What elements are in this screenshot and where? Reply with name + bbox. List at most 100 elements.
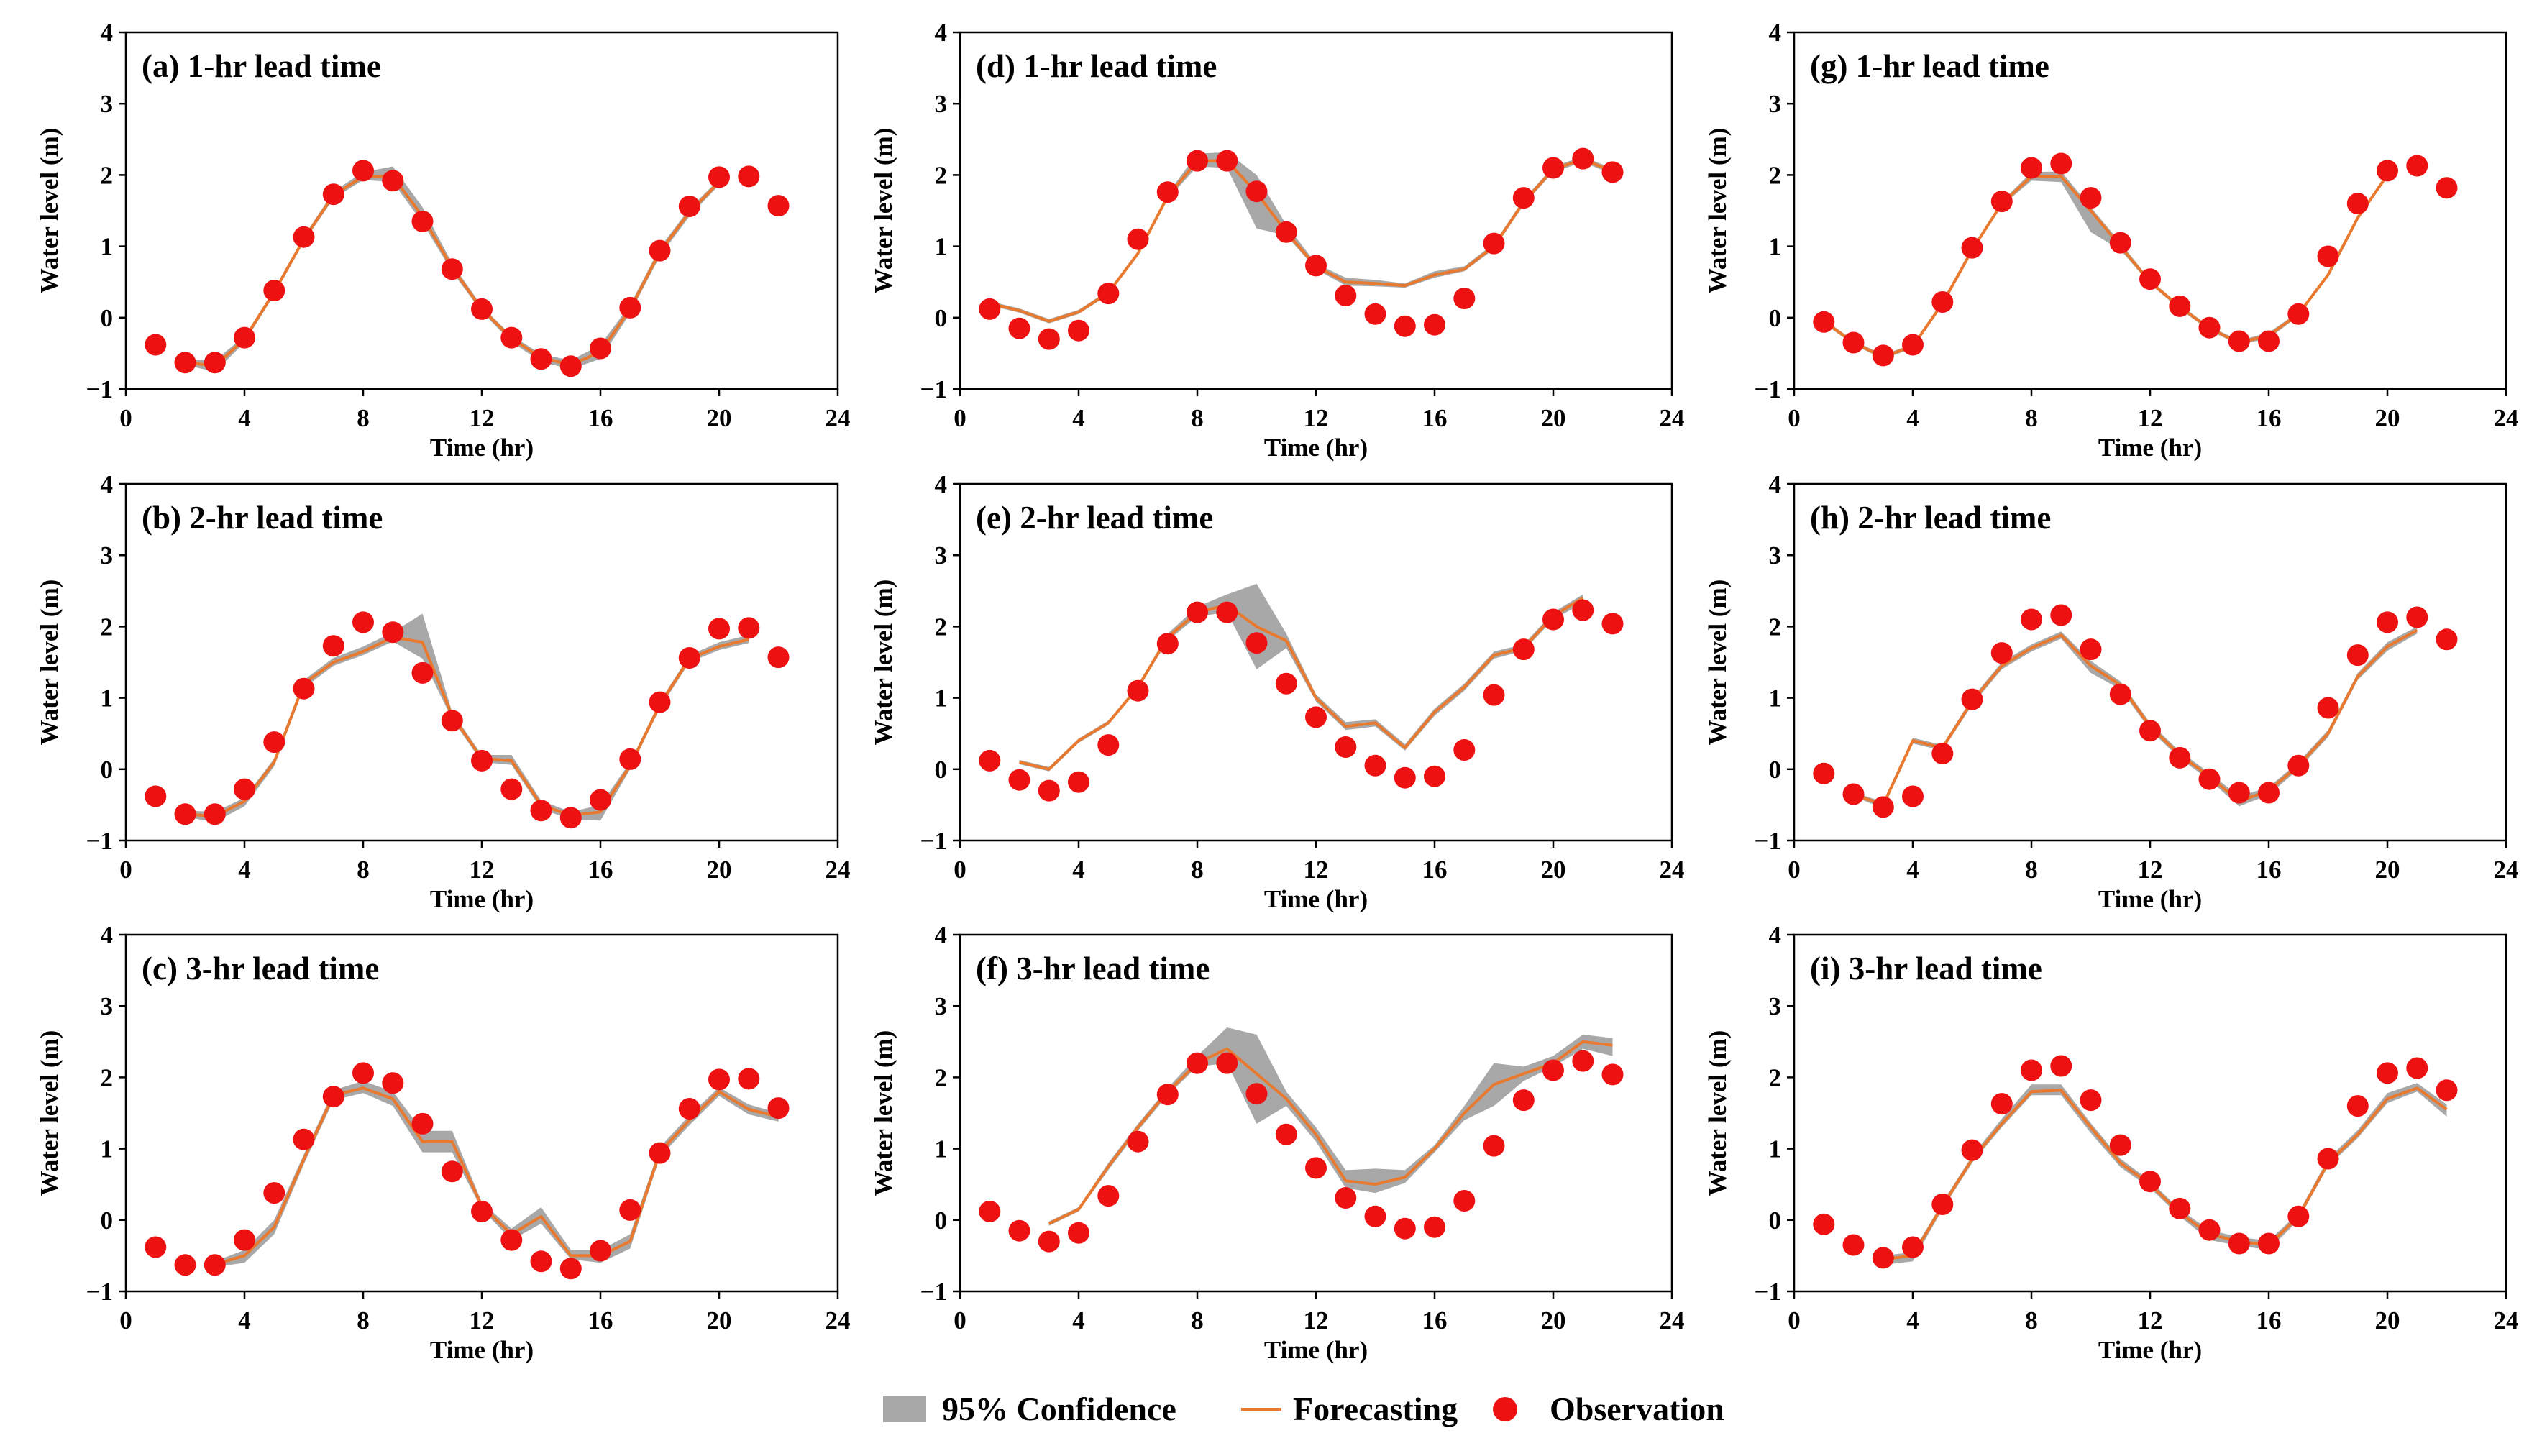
y-tick-label: 2 <box>1769 613 1782 641</box>
observation-point <box>530 348 552 370</box>
x-tick-label: 4 <box>1072 856 1085 884</box>
observation-point <box>2287 303 2310 325</box>
observation-point <box>2198 1219 2221 1241</box>
plot-frame <box>124 933 839 1293</box>
x-tick-label: 8 <box>2025 404 2038 432</box>
plot-frame <box>959 31 1673 390</box>
x-tick-label: 12 <box>1304 1306 1329 1334</box>
observation-point <box>1305 706 1327 728</box>
x-tick-label: 4 <box>1906 1306 1919 1334</box>
legend-confidence-swatch <box>883 1396 926 1422</box>
observation-point <box>2080 1089 2102 1112</box>
observation-point <box>293 677 315 700</box>
observation-point <box>500 1229 523 1251</box>
observation-point <box>2317 1148 2339 1170</box>
observation-point <box>293 1128 315 1150</box>
observation-point <box>2169 295 2191 317</box>
legend-observation-swatch <box>1493 1397 1517 1421</box>
y-tick-label: −1 <box>920 1278 947 1306</box>
x-axis-title: Time (hr) <box>430 1336 534 1364</box>
observation-point <box>1512 638 1535 661</box>
y-tick-label: 1 <box>101 233 114 261</box>
observation-point <box>1872 1247 1894 1269</box>
y-tick-label: 4 <box>1769 19 1782 47</box>
x-tick-label: 12 <box>470 404 495 432</box>
observation-point <box>1424 1216 1445 1238</box>
observation-point <box>590 789 611 811</box>
observation-point <box>204 803 226 825</box>
observation-point <box>1364 1205 1386 1227</box>
x-tick-label: 8 <box>1191 856 1204 884</box>
observation-point <box>1335 285 1357 306</box>
x-tick-label: 24 <box>1660 856 1685 884</box>
x-tick-label: 20 <box>2375 856 2400 884</box>
y-tick-label: 3 <box>101 90 114 118</box>
plot-frame <box>124 482 839 842</box>
x-tick-label: 8 <box>2025 856 2038 884</box>
y-tick-label: 2 <box>935 161 948 189</box>
observation-point <box>1245 1083 1268 1105</box>
observation-point <box>352 160 374 182</box>
observation-point <box>500 778 523 800</box>
observation-point <box>2228 330 2250 352</box>
observation-point <box>559 355 582 377</box>
observation-point <box>2050 1055 2072 1077</box>
observation-point <box>738 1068 760 1090</box>
observation-point <box>1453 288 1476 309</box>
observation-point <box>2377 1062 2398 1084</box>
observation-point <box>352 1062 374 1084</box>
x-tick-label: 8 <box>357 1306 370 1334</box>
observation-point <box>263 731 285 754</box>
observation-point <box>767 195 790 217</box>
y-tick-label: 4 <box>1769 470 1782 498</box>
observation-point <box>559 1258 582 1280</box>
observation-point <box>2169 1197 2191 1219</box>
x-tick-label: 4 <box>1072 404 1085 432</box>
observation-point <box>1813 762 1835 784</box>
observation-point <box>1187 1052 1208 1074</box>
x-tick-label: 16 <box>1422 1306 1448 1334</box>
observation-point <box>2139 720 2161 742</box>
forecast-line <box>1019 596 1584 771</box>
observation-point <box>1601 613 1624 635</box>
forecast-line <box>1823 174 2389 359</box>
y-axis-title: Water level (m) <box>35 1030 63 1196</box>
x-tick-label: 0 <box>119 404 132 432</box>
x-tick-label: 0 <box>954 404 966 432</box>
x-tick-label: 16 <box>1422 404 1448 432</box>
observation-point <box>1453 1190 1476 1212</box>
y-tick-label: −1 <box>86 827 113 855</box>
observation-point <box>1902 1236 1924 1258</box>
y-tick-label: 0 <box>101 1207 114 1235</box>
observation-point <box>2080 638 2102 661</box>
forecast-line <box>185 636 749 818</box>
x-tick-label: 12 <box>1304 856 1329 884</box>
y-tick-label: 3 <box>935 992 948 1020</box>
observation-point <box>1572 599 1594 621</box>
observation-point <box>2406 606 2428 628</box>
x-axis-title: Time (hr) <box>1264 1336 1368 1364</box>
observation-point <box>411 661 434 684</box>
observation-point <box>738 165 760 188</box>
observation-point <box>1931 743 1954 764</box>
observation-point <box>174 803 196 825</box>
observation-point <box>708 1068 730 1091</box>
observation-point <box>1127 1130 1149 1153</box>
y-tick-label: −1 <box>920 375 947 403</box>
confidence-band <box>1048 1027 1613 1226</box>
observation-point <box>1990 191 2013 213</box>
y-axis-title: Water level (m) <box>869 128 897 294</box>
x-tick-label: 0 <box>1788 856 1801 884</box>
x-tick-label: 8 <box>357 404 370 432</box>
y-tick-label: 0 <box>935 1207 948 1235</box>
x-tick-label: 12 <box>470 1306 495 1334</box>
y-tick-label: 2 <box>101 1063 114 1091</box>
observation-point <box>530 1250 552 1273</box>
x-tick-label: 8 <box>1191 1306 1204 1334</box>
observation-point <box>559 807 582 829</box>
observation-point <box>738 617 760 639</box>
